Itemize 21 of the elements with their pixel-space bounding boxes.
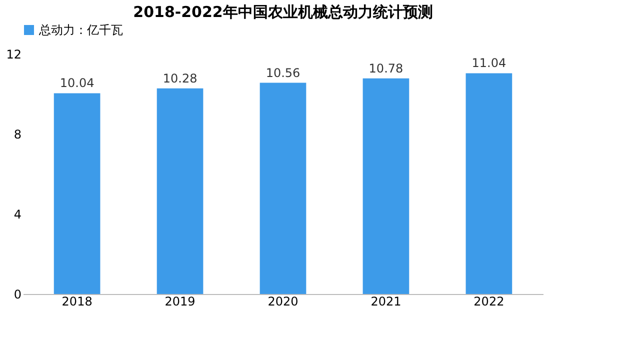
x-tick-label: 2020 [268, 294, 298, 308]
data-label: 10.28 [162, 71, 198, 86]
y-tick-label: 0 [14, 288, 22, 302]
x-tick-label: 2018 [62, 294, 92, 308]
data-label: 10.56 [266, 66, 300, 80]
legend-label: 总动力：亿千瓦 [38, 23, 123, 37]
y-tick-label: 12 [6, 48, 22, 62]
y-tick-label: 4 [14, 208, 22, 222]
y-tick-label: 8 [14, 128, 22, 142]
bar [466, 73, 512, 294]
bar [54, 93, 100, 294]
chart-title: 2018-2022年中国农业机械总动力统计预测 [133, 3, 433, 21]
bar [156, 88, 204, 294]
x-tick-label: 2019 [164, 294, 196, 308]
x-tick-label: 2021 [370, 294, 402, 308]
x-tick-label: 2022 [474, 294, 504, 308]
bar [260, 82, 306, 294]
bar [362, 78, 410, 294]
data-label: 10.78 [368, 61, 404, 76]
data-label: 11.04 [472, 56, 506, 70]
data-label: 10.04 [60, 76, 94, 90]
